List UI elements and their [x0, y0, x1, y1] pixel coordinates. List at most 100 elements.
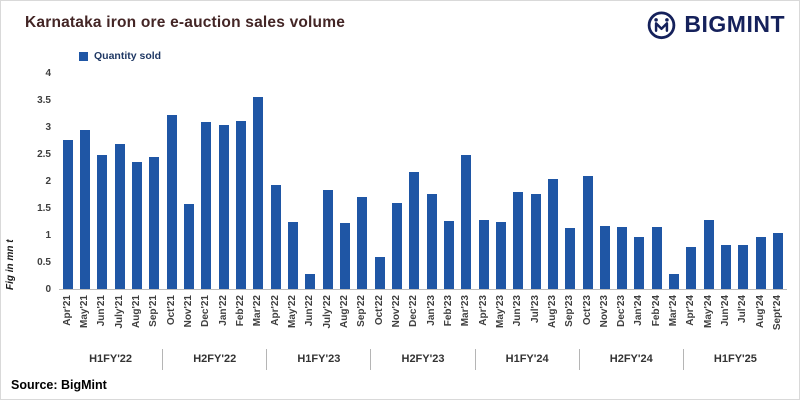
- bar: [773, 232, 784, 289]
- x-axis-group-label: H2FY'22: [162, 349, 266, 370]
- bar: [131, 162, 142, 289]
- bar-slot: [527, 74, 544, 289]
- bar: [149, 157, 160, 289]
- brand-name: BIGMINT: [684, 11, 785, 37]
- bar: [218, 124, 229, 289]
- x-axis-label: Feb'23: [442, 295, 454, 327]
- x-axis-label: Dec'21: [200, 295, 212, 327]
- x-axis-label: Jun'23: [512, 295, 524, 327]
- y-tick-label: 2.5: [37, 149, 51, 160]
- y-tick-label: 1.5: [37, 203, 51, 214]
- x-axis-label: Oct'23: [581, 295, 593, 326]
- x-axis-label: May'24: [702, 295, 714, 328]
- bar-series: [59, 74, 787, 289]
- bar: [721, 245, 732, 289]
- chart-legend: Quantity sold: [79, 50, 161, 62]
- bar-slot: [544, 74, 561, 289]
- x-axis-group-label: H2FY'23: [370, 349, 474, 370]
- y-tick-label: 0: [45, 284, 51, 295]
- bar-slot: [665, 74, 682, 289]
- x-axis-label: May'21: [78, 295, 90, 328]
- bar: [322, 190, 333, 289]
- bar-slot: [371, 74, 388, 289]
- bar: [582, 176, 593, 289]
- y-tick-label: 0.5: [37, 257, 51, 268]
- bar-slot: [232, 74, 249, 289]
- x-axis-label: Nov'21: [182, 295, 194, 328]
- bar: [703, 219, 714, 289]
- bar: [235, 120, 246, 289]
- bar-slot: [128, 74, 145, 289]
- x-axis-group-label: H1FY'22: [89, 353, 133, 365]
- bar: [287, 221, 298, 289]
- bar-slot: [475, 74, 492, 289]
- bar: [669, 273, 680, 289]
- bigmint-logo-icon: [648, 11, 676, 40]
- bar-slot: [579, 74, 596, 289]
- x-axis-label: Jul'24: [737, 295, 749, 323]
- x-axis-label: Jan'22: [217, 295, 229, 326]
- x-axis-label: Jul'23: [529, 295, 541, 323]
- x-axis-label: Aug'21: [130, 295, 142, 328]
- bar: [599, 225, 610, 289]
- x-axis-label: Feb'24: [650, 295, 662, 327]
- bar-slot: [111, 74, 128, 289]
- bar-slot: [752, 74, 769, 289]
- y-tick-label: 4: [45, 68, 51, 79]
- bar: [409, 171, 420, 289]
- legend-label: Quantity sold: [94, 50, 162, 62]
- bar: [547, 178, 558, 289]
- bar: [62, 139, 73, 289]
- x-axis-label: Aug'23: [546, 295, 558, 328]
- x-axis-label: May'23: [494, 295, 506, 328]
- x-axis-label: Mar'23: [460, 295, 472, 327]
- bar: [166, 114, 177, 289]
- bar: [738, 245, 749, 289]
- x-axis-label: Sep'21: [148, 295, 160, 327]
- bar-slot: [648, 74, 665, 289]
- y-axis: Fig in mn t 0 0.5 1 1.5 2 2.5 3 3.5 4: [1, 69, 59, 295]
- bar: [530, 193, 541, 289]
- brand-logo: BIGMINT: [646, 9, 785, 40]
- y-tick-label: 2: [45, 176, 51, 187]
- legend-swatch: [79, 51, 88, 61]
- bar: [270, 184, 281, 289]
- chart-title: Karnataka iron ore e-auction sales volum…: [25, 14, 346, 31]
- x-axis-label: May'22: [286, 295, 298, 328]
- x-axis-group-label: H1FY'23: [266, 349, 370, 370]
- x-axis-group-label: H2FY'24: [578, 349, 683, 370]
- x-axis-label: Jun'24: [720, 295, 732, 327]
- x-axis-label: Aug'22: [338, 295, 350, 328]
- bar: [305, 273, 316, 289]
- x-axis-label: Apr'24: [685, 295, 697, 326]
- x-axis-group-label: H1FY'24: [474, 349, 579, 370]
- x-axis-label: Apr'22: [269, 295, 281, 326]
- bar: [513, 191, 524, 289]
- bar: [478, 219, 489, 289]
- source-note: Source: BigMint: [11, 378, 107, 392]
- x-axis-label: Sep'23: [564, 295, 576, 327]
- bar-slot: [631, 74, 648, 289]
- bar-slot: [510, 74, 527, 289]
- bar-slot: [492, 74, 509, 289]
- bar-slot: [59, 74, 76, 289]
- x-axis-labels: Apr'21 May'21 Jun'21 July'21 Aug'21 Sep'21 Oct…: [59, 290, 787, 348]
- bar: [565, 227, 576, 289]
- bar-slot: [388, 74, 405, 289]
- x-axis-label: Apr'21: [61, 295, 73, 326]
- bar-slot: [769, 74, 786, 289]
- bar-slot: [735, 74, 752, 289]
- y-tick-label: 3.5: [37, 95, 51, 106]
- bar: [461, 155, 472, 289]
- bar: [97, 154, 108, 289]
- bar-slot: [198, 74, 215, 289]
- bar-slot: [284, 74, 301, 289]
- bar: [114, 143, 125, 289]
- bar-slot: [683, 74, 700, 289]
- x-axis-label: Nov'23: [598, 295, 610, 328]
- bar: [495, 221, 506, 289]
- x-axis-label: Oct'21: [165, 295, 177, 326]
- bar: [201, 122, 212, 289]
- bar-slot: [406, 74, 423, 289]
